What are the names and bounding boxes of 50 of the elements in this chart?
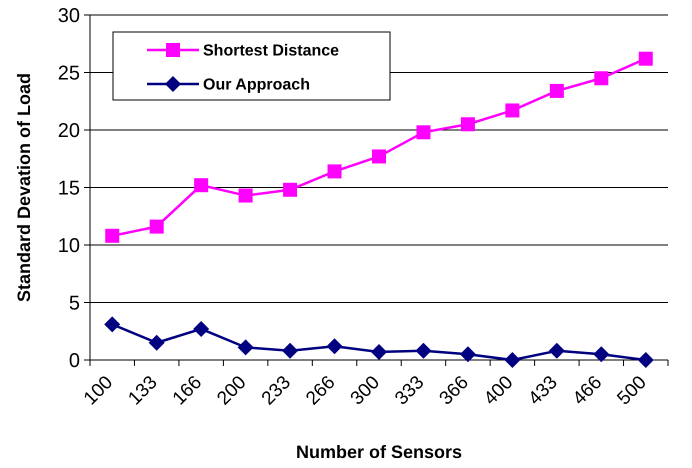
- point: [328, 164, 342, 178]
- point: [148, 334, 165, 351]
- legend-label: Shortest Distance: [203, 42, 340, 60]
- point: [638, 352, 654, 368]
- x-tick-label: 266: [302, 372, 340, 410]
- point: [638, 52, 653, 66]
- x-tick-label: 166: [168, 372, 206, 410]
- point: [238, 339, 254, 356]
- y-tick-label: 0: [68, 350, 80, 372]
- x-tick-label: 400: [480, 372, 518, 410]
- x-tick-label: 466: [568, 372, 606, 410]
- y-tick-label: 25: [58, 62, 80, 84]
- x-tick-label: 433: [524, 372, 562, 410]
- point: [193, 320, 210, 337]
- y-tick-label: 5: [68, 292, 80, 314]
- point: [593, 346, 610, 362]
- point: [594, 71, 608, 86]
- y-tick-label: 20: [58, 120, 80, 142]
- point: [372, 149, 386, 164]
- y-tick-label: 30: [58, 5, 80, 27]
- point: [282, 342, 298, 359]
- point: [104, 316, 120, 332]
- point: [460, 117, 475, 132]
- point: [371, 344, 387, 360]
- point: [150, 220, 164, 234]
- point: [415, 342, 432, 359]
- x-tick-label: 333: [391, 372, 428, 410]
- point: [550, 84, 564, 98]
- point: [505, 103, 520, 118]
- x-tick-label: 133: [124, 372, 162, 410]
- point: [460, 346, 476, 362]
- x-tick-label: 100: [80, 372, 118, 410]
- x-tick-label: 500: [613, 372, 651, 410]
- point: [548, 342, 565, 359]
- y-tick-label: 10: [58, 235, 80, 257]
- point: [416, 125, 430, 140]
- legend-label: Our Approach: [203, 76, 310, 94]
- point: [105, 228, 120, 243]
- x-tick-label: 233: [258, 372, 296, 410]
- point: [326, 338, 343, 354]
- y-tick-label: 15: [58, 178, 80, 200]
- x-tick-label: 300: [346, 372, 384, 410]
- x-axis-title: Number of Sensors: [296, 442, 462, 462]
- point: [194, 178, 208, 192]
- y-axis-title: Standard Devation of Load: [14, 72, 34, 302]
- point: [283, 182, 298, 197]
- point: [504, 352, 520, 368]
- x-tick-label: 200: [213, 372, 251, 410]
- point: [238, 188, 253, 203]
- x-tick-label: 366: [436, 372, 473, 410]
